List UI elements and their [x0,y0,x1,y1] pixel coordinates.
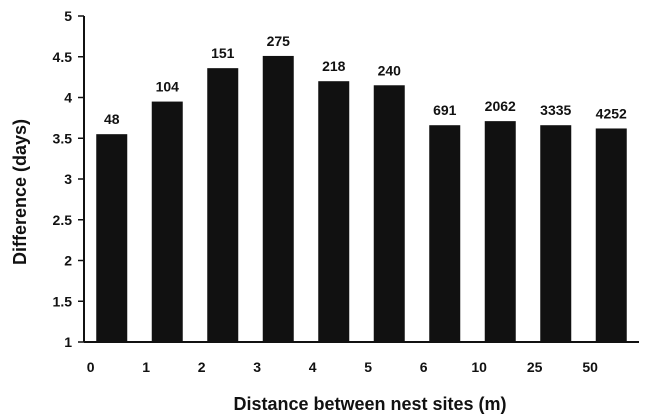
y-axis-title: Difference (days) [10,119,30,265]
x-tick-label: 25 [527,359,543,375]
y-axis-ticks: 1 1.5 2 2.5 3 3.5 4 4.5 5 [53,8,84,350]
bar [318,81,350,342]
y-tick-label: 1 [64,334,72,350]
bar-value-label: 2062 [485,98,516,114]
bar [207,68,239,342]
bar [373,85,405,343]
bar [484,121,516,342]
bar-value-label: 218 [322,58,346,74]
bar-value-label: 691 [433,102,457,118]
bar [540,125,572,343]
y-tick-label: 4.5 [53,49,73,65]
bar-value-label: 240 [378,62,402,78]
y-tick-label: 1.5 [53,293,73,309]
bar [96,134,128,342]
x-tick-label: 10 [471,359,487,375]
x-tick-label: 0 [87,359,95,375]
y-tick-label: 2.5 [53,212,73,228]
bar [429,125,461,343]
y-tick-label: 3 [64,171,72,187]
y-tick-label: 2 [64,253,72,269]
bar-value-label: 4252 [596,105,627,121]
bar-value-label: 104 [156,79,180,95]
x-tick-label: 2 [198,359,206,375]
bar-value-label: 275 [267,33,291,49]
x-axis-ticks: 0 1 2 3 4 5 6 10 25 50 [87,359,598,375]
y-tick-label: 4 [64,90,72,106]
bars [96,55,627,343]
x-tick-label: 50 [582,359,598,375]
y-tick-label: 5 [64,8,72,24]
x-tick-label: 4 [309,359,317,375]
bar-labels: 48 104 151 275 218 240 691 2062 3335 4252 [104,33,627,127]
bar-value-label: 3335 [540,102,571,118]
bar-value-label: 48 [104,111,120,127]
bar [262,55,294,343]
bar [595,128,627,342]
bar-value-label: 151 [211,45,235,61]
y-tick-label: 3.5 [53,130,73,146]
bar [151,101,183,342]
x-tick-label: 3 [253,359,261,375]
x-tick-label: 5 [364,359,372,375]
x-axis-title: Distance between nest sites (m) [233,394,506,414]
x-tick-label: 6 [420,359,428,375]
x-tick-label: 1 [142,359,150,375]
